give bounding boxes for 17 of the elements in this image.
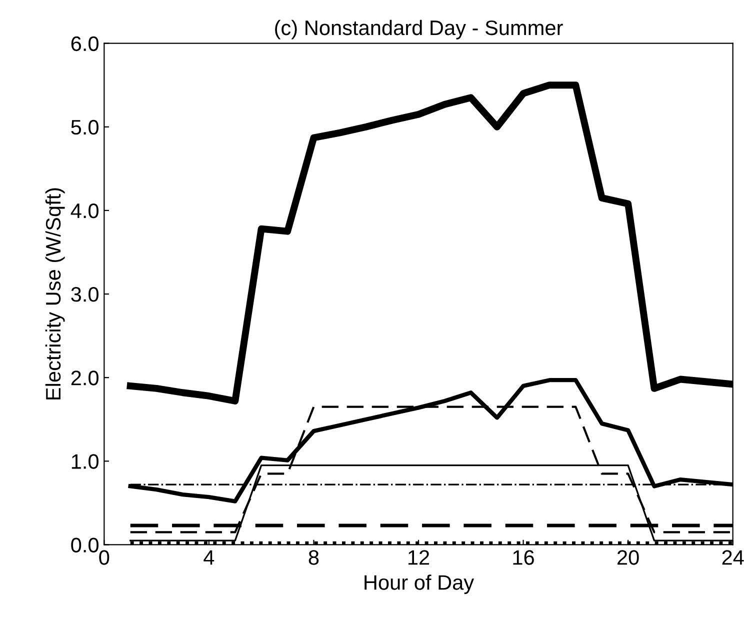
x-tick-label: 8 [308,550,319,565]
y-tick-label: 4.0 [70,203,98,218]
x-tick-label: 24 [722,550,744,565]
x-tick-label: 12 [408,550,430,565]
y-tick-label: 6.0 [71,36,98,52]
x-tick-label: 20 [618,550,639,565]
y-tick-label: 2.0 [71,370,98,386]
y-tick-label: 3.0 [71,287,98,302]
x-tick-label: 0 [99,550,110,565]
x-tick-label: 16 [513,550,534,565]
y-axis-title: Electricity Use (W/Sqft) [45,188,65,400]
y-tick-label: 0.0 [71,538,98,552]
y-tick-label: 1.0 [72,454,98,469]
chart-title: (c) Nonstandard Day - Summer [275,20,563,40]
x-tick-label: 4 [204,550,214,565]
y-tick-label: 5.0 [71,120,98,135]
x-axis-title: Hour of Day [364,574,474,594]
